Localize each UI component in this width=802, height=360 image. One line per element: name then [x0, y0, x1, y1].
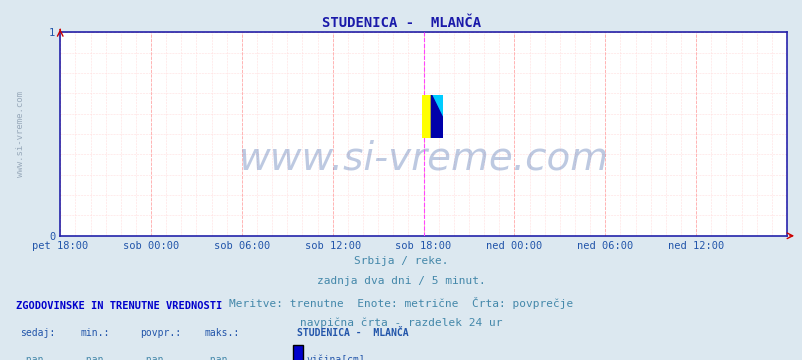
Text: www.si-vreme.com: www.si-vreme.com	[238, 140, 608, 177]
Text: -nan: -nan	[140, 355, 164, 360]
Text: maks.:: maks.:	[205, 328, 240, 338]
Text: sedaj:: sedaj:	[20, 328, 55, 338]
Text: www.si-vreme.com: www.si-vreme.com	[16, 91, 25, 177]
Text: STUDENICA -  MLANČA: STUDENICA - MLANČA	[297, 328, 408, 338]
Text: ZGODOVINSKE IN TRENUTNE VREDNOSTI: ZGODOVINSKE IN TRENUTNE VREDNOSTI	[16, 301, 222, 311]
Text: navpična črta - razdelek 24 ur: navpična črta - razdelek 24 ur	[300, 317, 502, 328]
Text: -nan: -nan	[80, 355, 103, 360]
Text: Meritve: trenutne  Enote: metrične  Črta: povprečje: Meritve: trenutne Enote: metrične Črta: …	[229, 297, 573, 309]
Text: min.:: min.:	[80, 328, 110, 338]
Polygon shape	[431, 94, 443, 118]
Text: zadnja dva dni / 5 minut.: zadnja dva dni / 5 minut.	[317, 276, 485, 286]
Polygon shape	[421, 94, 431, 138]
Text: STUDENICA -  MLANČA: STUDENICA - MLANČA	[322, 16, 480, 30]
Polygon shape	[431, 94, 443, 138]
Text: -nan: -nan	[20, 355, 43, 360]
Text: povpr.:: povpr.:	[140, 328, 181, 338]
Text: višina[cm]: višina[cm]	[306, 355, 365, 360]
Text: Srbija / reke.: Srbija / reke.	[354, 256, 448, 266]
Text: -nan: -nan	[205, 355, 228, 360]
